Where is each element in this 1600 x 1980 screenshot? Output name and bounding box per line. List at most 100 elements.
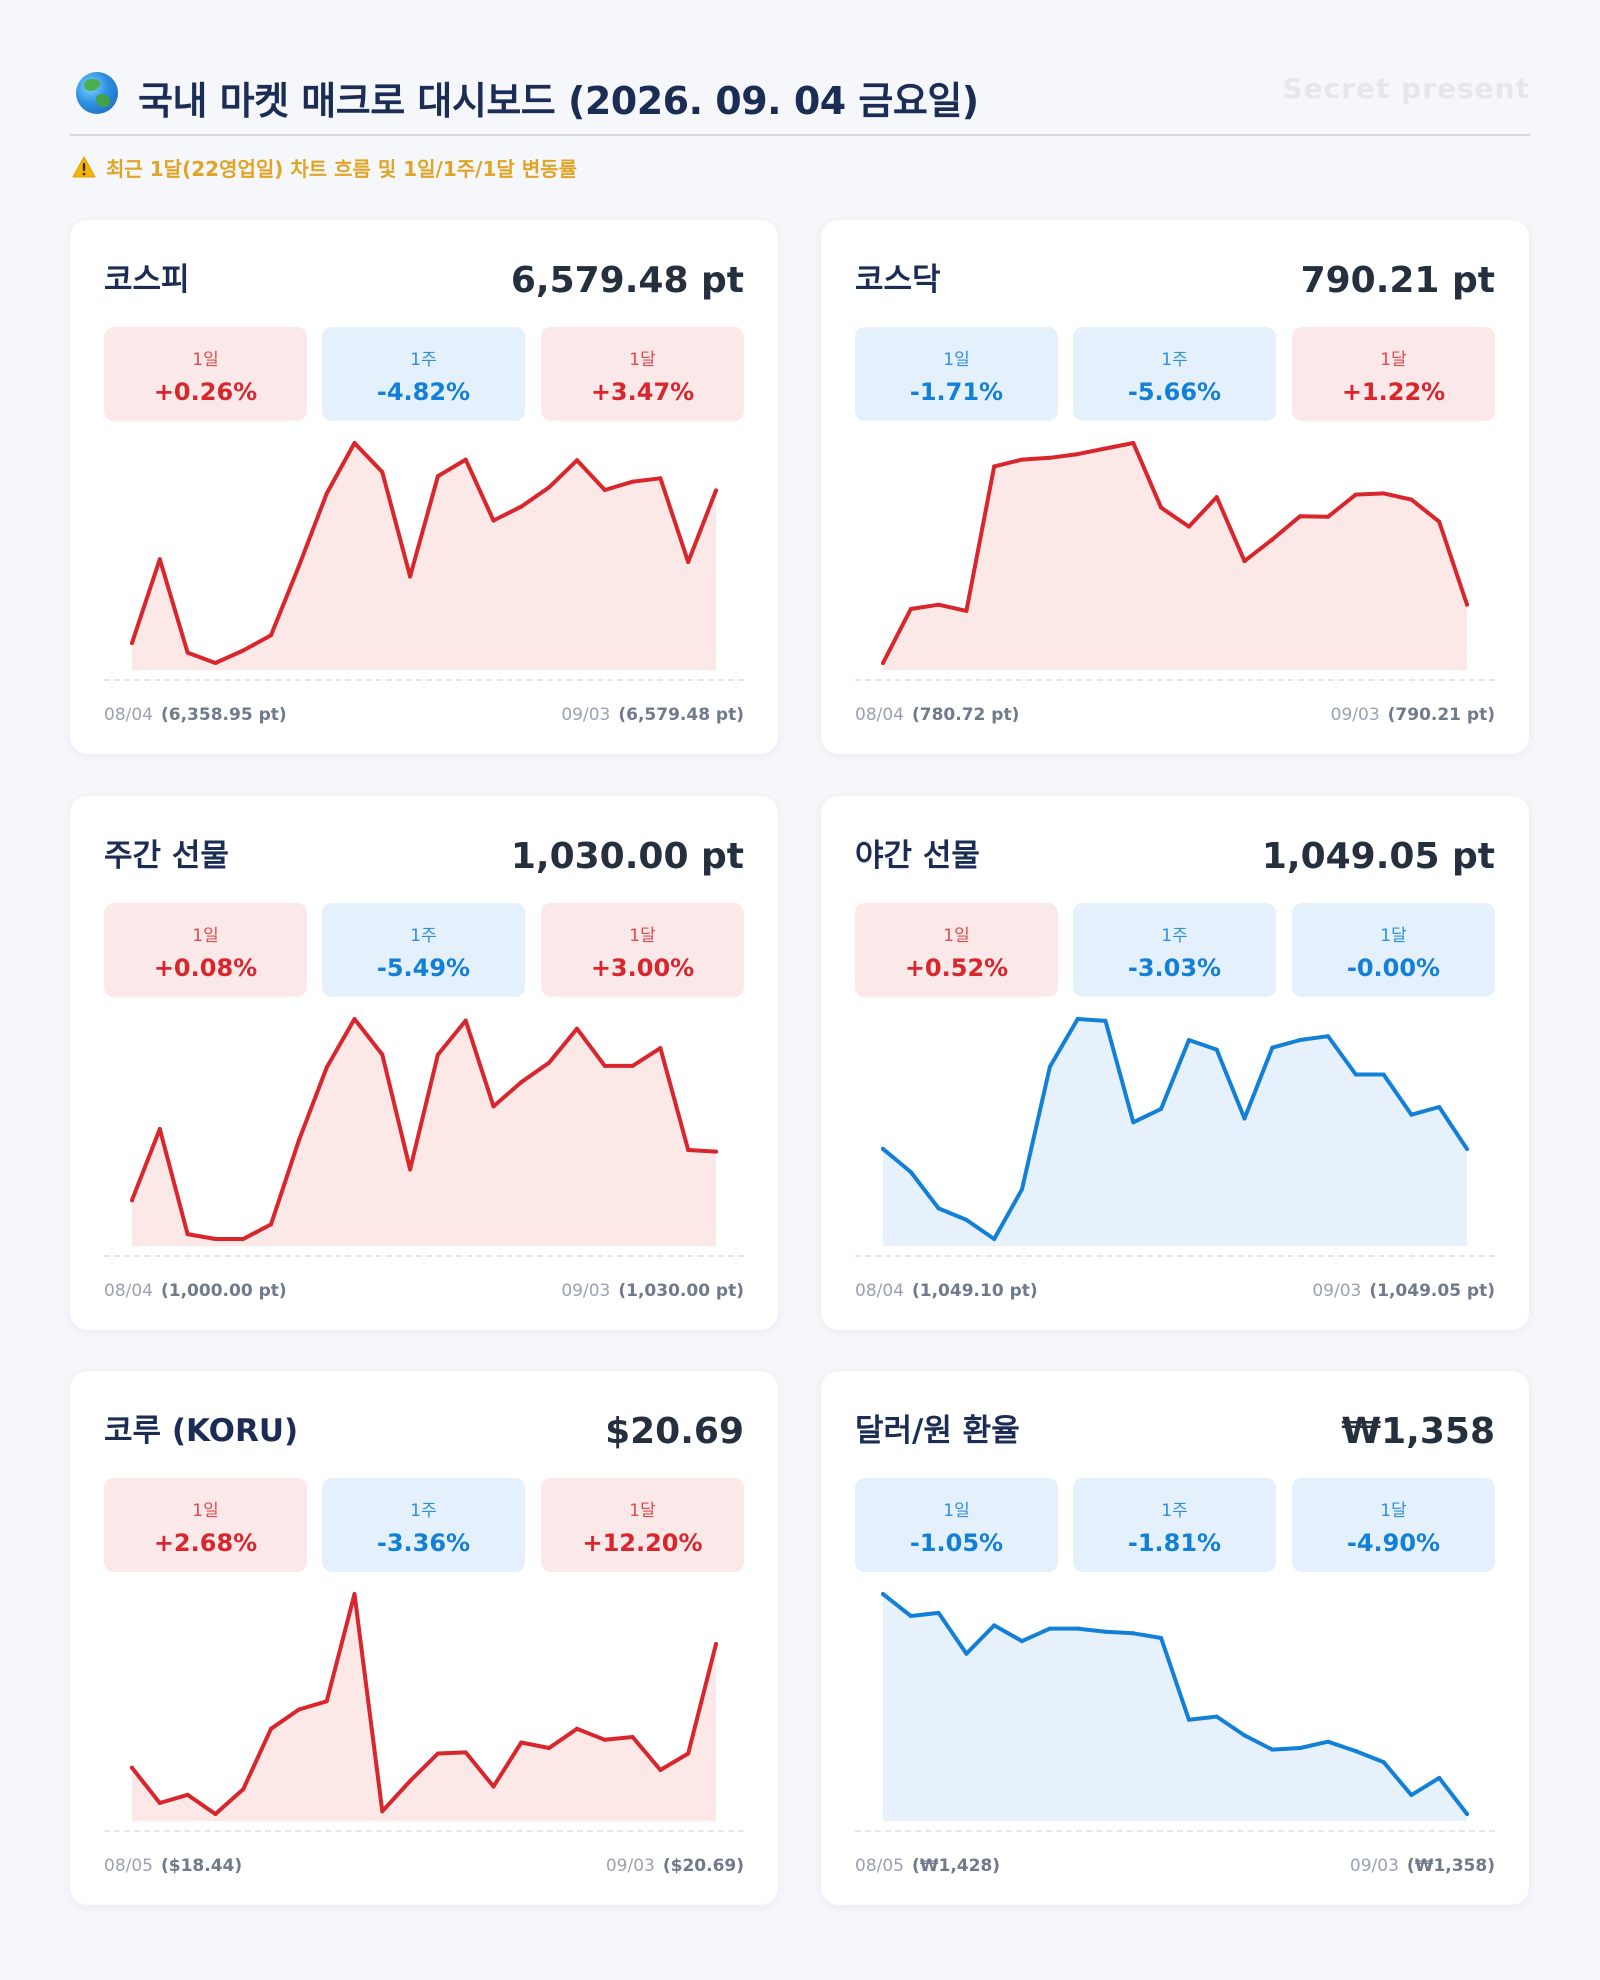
card-title: 주간 선물 [104, 838, 229, 874]
chip-value: -1.71% [909, 378, 1004, 406]
data-point [992, 464, 997, 469]
data-point [1409, 1112, 1414, 1117]
card-price: 1,049.05 pt [1261, 836, 1495, 877]
chip-value: -1.81% [1127, 1529, 1222, 1557]
data-point [185, 1792, 190, 1797]
chart-start-label: 08/04 (1,049.10 pt) [855, 1281, 1038, 1301]
end-date: 09/03 [561, 705, 611, 725]
data-point [324, 491, 329, 496]
data-point [602, 1063, 607, 1068]
data-point [630, 479, 635, 484]
chart-start-label: 08/05 (₩1,428) [855, 1856, 1000, 1876]
data-point [519, 504, 524, 509]
end-value: (1,030.00 pt) [618, 1281, 744, 1301]
data-point [130, 1198, 134, 1203]
data-point [908, 1614, 913, 1618]
end-date: 09/03 [1312, 1281, 1362, 1301]
data-point [1186, 1717, 1191, 1722]
data-point [1381, 491, 1386, 496]
data-point [269, 1726, 273, 1731]
chip-value: -1.05% [909, 1529, 1004, 1557]
chart-baseline [104, 1830, 744, 1832]
data-point [1465, 1812, 1469, 1816]
chip-label: 1일 [192, 1501, 219, 1521]
data-point [881, 1592, 885, 1596]
end-date: 09/03 [1349, 1856, 1399, 1876]
data-point [1270, 1747, 1275, 1752]
chip-label: 1일 [943, 926, 970, 946]
chart-baseline [104, 679, 744, 681]
data-point [1270, 1045, 1275, 1050]
chip-label: 1주 [1161, 350, 1188, 370]
data-point [1353, 1072, 1358, 1077]
data-point [1465, 1147, 1469, 1151]
data-point [1214, 1047, 1219, 1052]
data-point [714, 488, 718, 493]
start-value: (1,000.00 pt) [161, 1281, 287, 1301]
card-koru: 코루 (KORU) $20.69 1일 +2.68% 1주 -3.36% 1달 … [70, 1371, 778, 1905]
data-point [992, 1623, 997, 1628]
change-1m-chip: 1달 +1.22% [1292, 327, 1495, 421]
chart-end-label: 09/03 (1,030.00 pt) [561, 1281, 744, 1301]
series-line [130, 1592, 718, 1816]
data-point [435, 474, 440, 479]
trend-chart [130, 1017, 718, 1246]
change-1m-chip: 1달 +12.20% [541, 1478, 744, 1572]
series-line [881, 1592, 1469, 1816]
data-point [575, 1026, 579, 1031]
card-title: 코스닥 [855, 262, 941, 298]
data-point [491, 1104, 496, 1109]
chip-label: 1일 [943, 350, 970, 370]
data-point [380, 1052, 385, 1057]
data-point [157, 1801, 162, 1805]
data-point [380, 470, 385, 475]
data-point [1409, 1793, 1414, 1798]
data-point [547, 1060, 552, 1065]
card-price: ₩1,358 [1341, 1411, 1495, 1452]
data-point [1075, 452, 1080, 457]
data-point [1242, 559, 1247, 564]
card-title: 달러/원 환율 [855, 1413, 1020, 1449]
end-value: ($20.69) [662, 1856, 744, 1876]
data-point [1270, 537, 1275, 542]
data-point [130, 1765, 134, 1770]
data-point [241, 648, 246, 653]
card-kosdaq: 코스닥 790.21 pt 1일 -1.71% 1주 -5.66% 1달 +1.… [821, 220, 1529, 754]
start-date: 08/05 [104, 1856, 153, 1876]
data-point [602, 1737, 607, 1742]
data-point [547, 1746, 552, 1750]
change-1d-chip: 1일 -1.05% [855, 1478, 1058, 1572]
globe-icon [76, 72, 118, 114]
data-point [1103, 1018, 1108, 1023]
series-line [881, 1017, 1469, 1241]
data-point [1381, 1760, 1386, 1765]
watermark: Secret present [1282, 72, 1530, 105]
data-point [185, 650, 190, 655]
chart-start-label: 08/04 (780.72 pt) [855, 705, 1019, 725]
chip-value: +1.22% [1341, 378, 1446, 406]
trend-chart [130, 1592, 718, 1821]
data-point [296, 1138, 301, 1143]
change-1d-chip: 1일 +2.68% [104, 1478, 307, 1572]
data-point [324, 1699, 329, 1704]
data-point [380, 1809, 385, 1814]
data-point [686, 1751, 691, 1756]
data-point [630, 1735, 635, 1739]
subtitle-text: 최근 1달(22영업일) 차트 흐름 및 1일/1주/1달 변동률 [106, 156, 577, 181]
dashboard-header: 국내 마켓 매크로 대시보드 (2026. 09. 04 금요일) Secret… [70, 62, 1530, 136]
chip-label: 1주 [410, 350, 437, 370]
card-price: $20.69 [605, 1411, 744, 1452]
data-point [936, 1610, 941, 1615]
data-point [686, 1148, 691, 1152]
data-point [463, 1018, 468, 1023]
subtitle-notice: 최근 1달(22영업일) 차트 흐름 및 1일/1주/1달 변동률 [72, 152, 577, 182]
chip-value: +2.68% [153, 1529, 258, 1557]
data-point [130, 641, 134, 645]
series-area [883, 1594, 1467, 1821]
chip-label: 1주 [1161, 1501, 1188, 1521]
chip-label: 1달 [1380, 1501, 1407, 1521]
data-point [1437, 1105, 1442, 1109]
data-point [1409, 497, 1414, 502]
data-point [1298, 1038, 1303, 1042]
chart-end-label: 09/03 ($20.69) [606, 1856, 744, 1876]
